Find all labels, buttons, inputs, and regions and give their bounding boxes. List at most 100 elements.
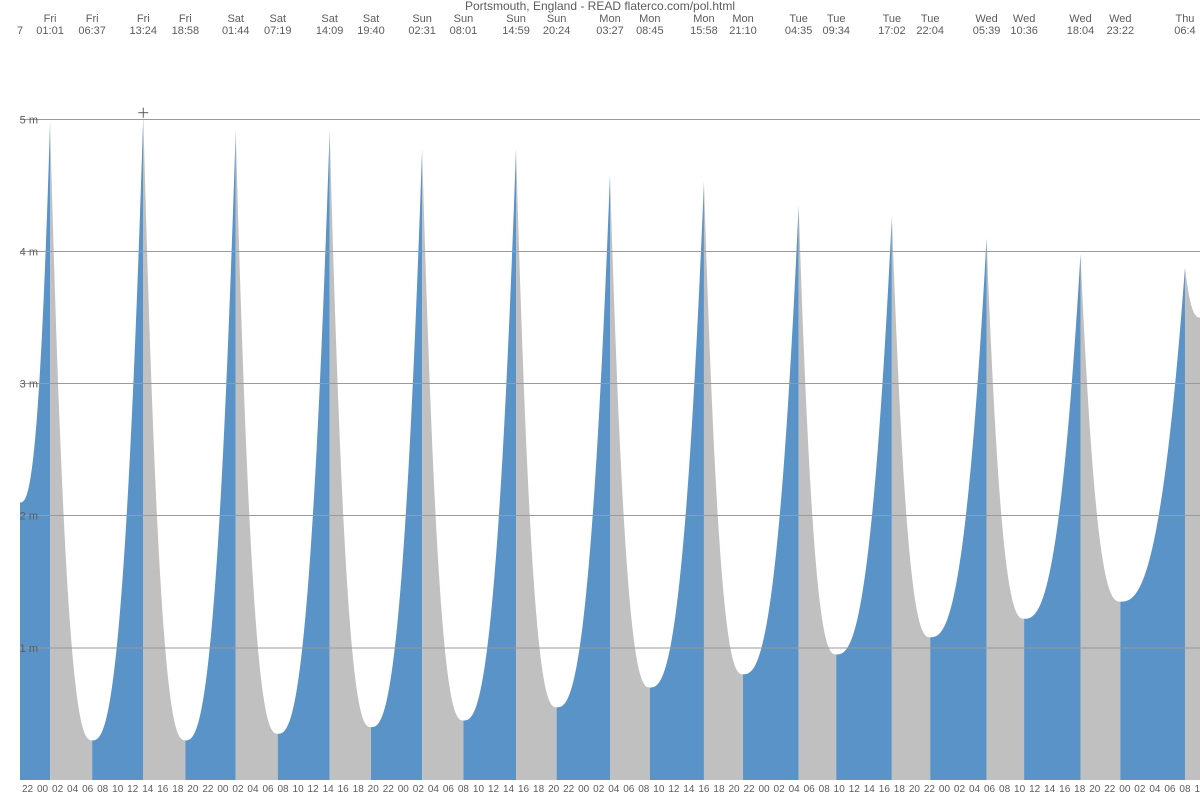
x-tick-label: 20 bbox=[1089, 784, 1101, 795]
x-tick-label: 12 bbox=[1029, 784, 1041, 795]
x-tick-label: 00 bbox=[759, 784, 771, 795]
x-tick-label: 02 bbox=[593, 784, 605, 795]
top-label-time: 20:24 bbox=[543, 25, 571, 37]
x-tick-label: 20 bbox=[909, 784, 921, 795]
x-tick-label: 06 bbox=[984, 784, 996, 795]
x-tick-label: 22 bbox=[1104, 784, 1116, 795]
x-tick-label: 18 bbox=[353, 784, 365, 795]
top-label-time: 02:31 bbox=[408, 25, 436, 37]
top-label-day: Tue bbox=[789, 13, 808, 25]
top-label-time: 18:58 bbox=[172, 25, 200, 37]
top-label-time: 06:4 bbox=[1174, 25, 1195, 37]
x-tick-label: 12 bbox=[849, 784, 861, 795]
x-tick-label: 12 bbox=[308, 784, 320, 795]
top-label-day: Sun bbox=[412, 13, 432, 25]
x-tick-label: 20 bbox=[548, 784, 560, 795]
x-tick-label: 12 bbox=[668, 784, 680, 795]
x-tick-label: 08 bbox=[97, 784, 109, 795]
x-tick-label: 04 bbox=[247, 784, 259, 795]
top-label-time: 18:04 bbox=[1067, 25, 1095, 37]
x-tick-label: 00 bbox=[37, 784, 49, 795]
x-tick-label: 14 bbox=[142, 784, 154, 795]
top-label-day: Wed bbox=[1069, 13, 1091, 25]
top-label-day: Fri bbox=[44, 13, 57, 25]
x-tick-label: 06 bbox=[623, 784, 635, 795]
x-tick-label: 06 bbox=[1164, 784, 1176, 795]
x-tick-label: 18 bbox=[172, 784, 184, 795]
x-tick-label: 18 bbox=[894, 784, 906, 795]
x-tick-label: 10 bbox=[834, 784, 846, 795]
x-tick-label: 00 bbox=[578, 784, 590, 795]
x-tick-label: 08 bbox=[999, 784, 1011, 795]
x-tick-label: 04 bbox=[789, 784, 801, 795]
top-label-time: 06:37 bbox=[78, 25, 106, 37]
top-label-time: 21:10 bbox=[729, 25, 757, 37]
top-label-time: 14:09 bbox=[316, 25, 344, 37]
x-tick-label: 10 bbox=[473, 784, 485, 795]
x-tick-label: 10 bbox=[293, 784, 305, 795]
top-label-time: 08:45 bbox=[636, 25, 664, 37]
x-tick-label: 02 bbox=[954, 784, 966, 795]
x-tick-label: 16 bbox=[879, 784, 891, 795]
x-tick-label: 02 bbox=[413, 784, 425, 795]
x-tick-label: 10 bbox=[1014, 784, 1026, 795]
x-tick-label: 08 bbox=[1179, 784, 1191, 795]
x-tick-label: 20 bbox=[728, 784, 740, 795]
x-tick-label: 04 bbox=[1149, 784, 1161, 795]
top-label-time: 09:34 bbox=[822, 25, 850, 37]
top-label-day: Sat bbox=[363, 13, 380, 25]
top-label-day: Thu bbox=[1175, 13, 1194, 25]
x-tick-label: 22 bbox=[924, 784, 936, 795]
x-tick-label: 00 bbox=[939, 784, 951, 795]
x-tick-label: 14 bbox=[1044, 784, 1056, 795]
x-tick-label: 10 bbox=[1194, 784, 1200, 795]
top-label-day: Wed bbox=[1109, 13, 1131, 25]
top-label-day: Mon bbox=[732, 13, 753, 25]
x-tick-label: 08 bbox=[638, 784, 650, 795]
x-tick-label: 04 bbox=[969, 784, 981, 795]
x-tick-label: 20 bbox=[368, 784, 380, 795]
chart-svg: 1 m2 m3 m4 m5 mPortsmouth, England - REA… bbox=[0, 0, 1200, 800]
top-label-time: 10:36 bbox=[1010, 25, 1038, 37]
x-tick-label: 16 bbox=[338, 784, 350, 795]
top-label-day: Tue bbox=[883, 13, 902, 25]
x-tick-label: 18 bbox=[1074, 784, 1086, 795]
y-tick-label: 4 m bbox=[20, 246, 38, 258]
top-label-time: 07:19 bbox=[264, 25, 292, 37]
x-tick-label: 00 bbox=[217, 784, 229, 795]
x-tick-label: 16 bbox=[157, 784, 169, 795]
x-tick-label: 08 bbox=[819, 784, 831, 795]
top-label-time: 05:39 bbox=[973, 25, 1001, 37]
top-label-day: Sun bbox=[506, 13, 526, 25]
x-tick-label: 22 bbox=[563, 784, 575, 795]
x-tick-label: 18 bbox=[533, 784, 545, 795]
x-tick-label: 04 bbox=[67, 784, 79, 795]
top-label-day: Sat bbox=[321, 13, 338, 25]
x-tick-label: 16 bbox=[518, 784, 530, 795]
x-tick-label: 22 bbox=[22, 784, 34, 795]
x-tick-label: 14 bbox=[503, 784, 515, 795]
x-tick-label: 16 bbox=[1059, 784, 1071, 795]
x-tick-label: 02 bbox=[232, 784, 244, 795]
y-tick-label: 3 m bbox=[20, 379, 38, 391]
y-tick-label: 5 m bbox=[20, 114, 38, 126]
top-label-day: Tue bbox=[827, 13, 846, 25]
x-tick-label: 20 bbox=[187, 784, 199, 795]
top-label-day: Sun bbox=[454, 13, 474, 25]
tide-chart: 1 m2 m3 m4 m5 mPortsmouth, England - REA… bbox=[0, 0, 1200, 800]
x-tick-label: 02 bbox=[1134, 784, 1146, 795]
top-label-day: Wed bbox=[975, 13, 997, 25]
top-label-time: 04:35 bbox=[785, 25, 813, 37]
x-tick-label: 22 bbox=[202, 784, 214, 795]
top-label-time: 15:58 bbox=[690, 25, 718, 37]
top-label-time: 14:59 bbox=[502, 25, 530, 37]
top-label-day: Mon bbox=[693, 13, 714, 25]
top-label-day: Sat bbox=[270, 13, 287, 25]
x-tick-label: 10 bbox=[653, 784, 665, 795]
top-label-day: Fri bbox=[179, 13, 192, 25]
top-label-time: 01:44 bbox=[222, 25, 250, 37]
chart-title: Portsmouth, England - READ flaterco.com/… bbox=[465, 0, 735, 13]
top-label-time: 22:04 bbox=[916, 25, 944, 37]
top-label-time: 13:24 bbox=[129, 25, 157, 37]
top-label-day: Sun bbox=[547, 13, 567, 25]
